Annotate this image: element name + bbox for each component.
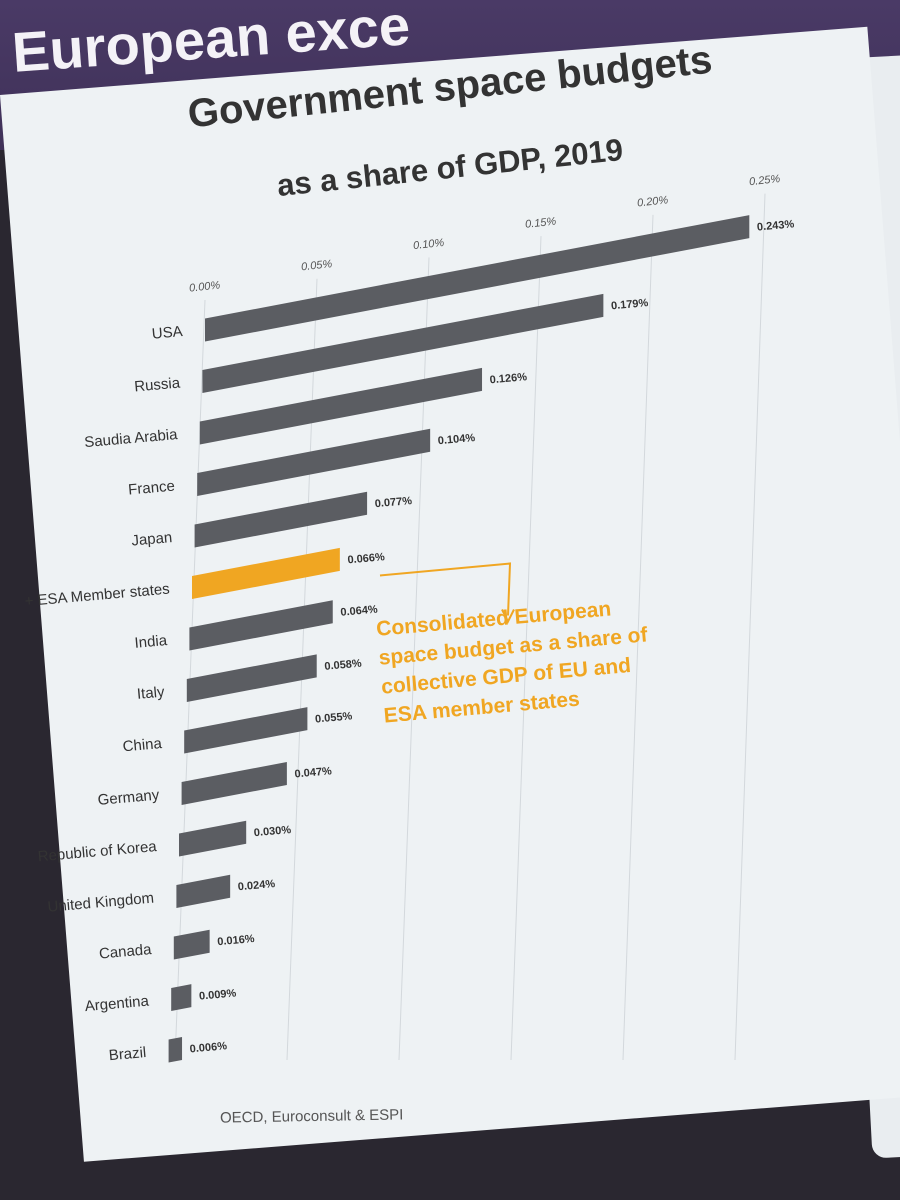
bar bbox=[173, 929, 210, 960]
value-label: 0.104% bbox=[437, 432, 475, 447]
bar bbox=[194, 491, 368, 548]
category-label: United Kingdom bbox=[47, 890, 155, 916]
category-label: France bbox=[128, 478, 176, 499]
category-label: USA bbox=[151, 323, 183, 343]
category-label: India bbox=[134, 632, 169, 652]
bar bbox=[197, 428, 431, 496]
value-label: 0.077% bbox=[374, 495, 412, 510]
bar bbox=[202, 293, 604, 394]
value-label: 0.009% bbox=[199, 987, 237, 1002]
bar bbox=[192, 547, 340, 599]
category-label: Canada bbox=[98, 941, 152, 963]
value-label: 0.024% bbox=[237, 878, 275, 893]
x-tick-label: 0.20% bbox=[637, 194, 669, 209]
value-label: 0.006% bbox=[189, 1040, 227, 1055]
category-label: China bbox=[122, 735, 163, 755]
bar bbox=[171, 984, 192, 1012]
bar bbox=[176, 874, 231, 909]
callout-arrowhead bbox=[501, 609, 515, 624]
x-tick-label: 0.10% bbox=[413, 237, 445, 252]
category-label: Republic of Korea bbox=[37, 838, 158, 865]
category-label: Japan bbox=[131, 529, 173, 549]
bar bbox=[179, 820, 247, 857]
bar bbox=[199, 367, 483, 445]
category-label: Argentina bbox=[84, 992, 150, 1015]
category-label: Russia bbox=[134, 374, 182, 395]
value-label: 0.064% bbox=[340, 604, 378, 619]
bar bbox=[181, 761, 287, 806]
gridline bbox=[510, 236, 542, 1061]
value-label: 0.179% bbox=[611, 297, 649, 312]
value-label: 0.047% bbox=[294, 765, 332, 780]
value-label: 0.243% bbox=[757, 218, 795, 233]
value-label: 0.016% bbox=[217, 933, 255, 948]
category-label: Germany bbox=[97, 787, 160, 809]
category-label: Brazil bbox=[108, 1044, 147, 1064]
bar bbox=[186, 654, 317, 703]
value-label: 0.066% bbox=[347, 551, 385, 566]
annotation-text: Consolidated European space budget as a … bbox=[375, 597, 649, 728]
category-label: Saudia Arabia bbox=[84, 426, 179, 451]
x-tick-label: 0.25% bbox=[749, 173, 781, 188]
bar bbox=[189, 600, 333, 651]
bar bbox=[205, 215, 750, 342]
x-tick-label: 0.00% bbox=[189, 279, 221, 294]
x-tick-label: 0.05% bbox=[301, 258, 333, 273]
category-label: + ESA Member states bbox=[24, 581, 170, 611]
callout-arrow bbox=[379, 562, 512, 616]
x-tick-label: 0.15% bbox=[525, 216, 557, 231]
category-label: Italy bbox=[136, 684, 165, 703]
value-label: 0.030% bbox=[253, 824, 291, 839]
value-label: 0.055% bbox=[315, 710, 353, 725]
value-label: 0.058% bbox=[324, 658, 362, 673]
gridline bbox=[622, 214, 654, 1061]
bar bbox=[168, 1036, 183, 1063]
bar bbox=[184, 707, 308, 754]
gridline bbox=[734, 193, 766, 1061]
value-label: 0.126% bbox=[489, 371, 527, 386]
source-note: OECD, Euroconsult & ESPI bbox=[219, 1106, 404, 1127]
